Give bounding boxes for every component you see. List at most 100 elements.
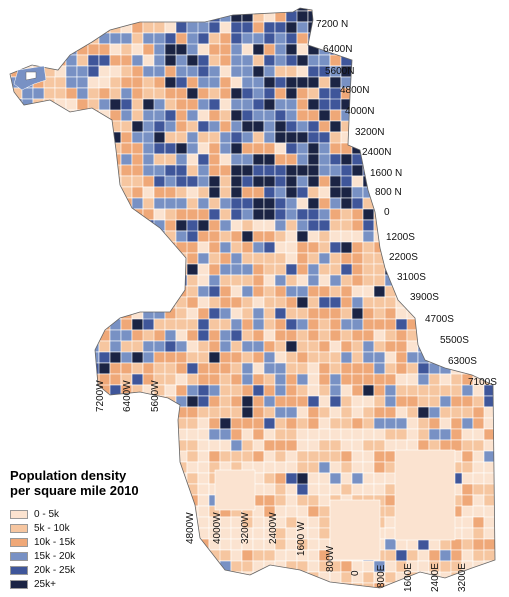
census-tract [230, 582, 243, 588]
census-tract [142, 241, 155, 254]
census-tract [461, 21, 474, 34]
census-tract [65, 307, 78, 331]
census-tract [450, 109, 463, 133]
census-tract [109, 241, 122, 265]
census-tract [241, 8, 254, 12]
census-tract [131, 274, 155, 298]
census-tract [219, 8, 232, 12]
census-tract [296, 571, 309, 584]
street-label-ns: 4700S [425, 314, 454, 325]
census-tract [241, 307, 254, 320]
census-tract [263, 318, 276, 331]
census-tract [384, 406, 397, 419]
census-tract [450, 76, 463, 89]
census-tract [65, 208, 89, 221]
census-tract [87, 21, 100, 34]
census-tract [10, 186, 12, 199]
census-tract [197, 131, 210, 144]
census-tract [21, 263, 34, 276]
census-tract [395, 54, 419, 67]
census-tract [384, 516, 397, 529]
census-tract [10, 384, 12, 397]
census-tract [164, 142, 177, 155]
census-tract [461, 109, 474, 122]
census-tract [439, 76, 452, 89]
census-tract [285, 263, 298, 276]
census-tract [351, 428, 364, 441]
census-tract [395, 439, 408, 452]
census-tract [274, 109, 287, 122]
census-tract [274, 175, 287, 188]
census-tract [252, 87, 265, 100]
census-tract [263, 120, 276, 133]
census-tract [153, 340, 166, 353]
census-tract [307, 32, 331, 45]
census-tract [483, 153, 495, 166]
census-tract [65, 296, 78, 309]
census-tract [417, 230, 430, 243]
census-tract [439, 109, 452, 122]
census-tract [417, 560, 430, 573]
census-tract [252, 406, 265, 419]
census-tract [351, 373, 364, 386]
census-tract [219, 98, 232, 111]
census-tract [296, 560, 309, 573]
census-tract [494, 351, 495, 364]
census-tract [153, 142, 166, 155]
census-tract [32, 98, 45, 111]
census-tract [362, 461, 375, 474]
census-tract [76, 252, 89, 265]
census-tract [175, 230, 188, 243]
census-tract [10, 43, 12, 56]
census-tract [384, 505, 397, 518]
census-tract [362, 65, 386, 78]
census-tract [32, 307, 45, 320]
census-tract [197, 21, 210, 34]
census-tract [494, 153, 495, 166]
census-tract [10, 439, 12, 452]
census-tract [373, 32, 386, 45]
census-tract [450, 175, 463, 188]
census-tract [175, 208, 188, 221]
census-tract [10, 439, 23, 452]
census-tract [450, 21, 463, 34]
census-tract [54, 263, 67, 276]
census-tract [428, 219, 441, 232]
census-tract [32, 340, 45, 353]
census-tract [230, 450, 243, 463]
census-tract [98, 8, 111, 12]
census-tract [98, 54, 111, 67]
census-tract [21, 142, 34, 155]
census-tract [197, 252, 210, 265]
census-tract [483, 274, 495, 287]
census-tract [32, 263, 45, 287]
census-tract [439, 87, 452, 100]
census-tract [252, 571, 265, 584]
census-tract [65, 21, 78, 34]
census-tract [142, 208, 155, 221]
census-tract [417, 32, 430, 45]
census-tract [472, 142, 485, 155]
census-tract [186, 197, 199, 210]
census-tract [263, 274, 276, 287]
census-tract [252, 450, 265, 463]
census-tract [318, 208, 331, 221]
census-tract [219, 450, 232, 463]
census-tract [65, 450, 78, 463]
census-tract [439, 582, 452, 588]
census-tract [164, 8, 177, 12]
census-tract [65, 439, 78, 452]
legend-item: 20k - 25k [10, 564, 190, 576]
census-tract [296, 505, 309, 518]
census-tract [252, 109, 265, 122]
census-tract [241, 197, 254, 210]
census-tract [318, 296, 331, 309]
census-tract [10, 142, 23, 155]
census-tract [98, 285, 111, 298]
census-tract [351, 417, 364, 430]
census-tract [483, 87, 495, 111]
census-tract [208, 362, 221, 375]
census-tract [274, 417, 287, 430]
census-tract [472, 76, 485, 89]
census-tract [329, 417, 342, 430]
